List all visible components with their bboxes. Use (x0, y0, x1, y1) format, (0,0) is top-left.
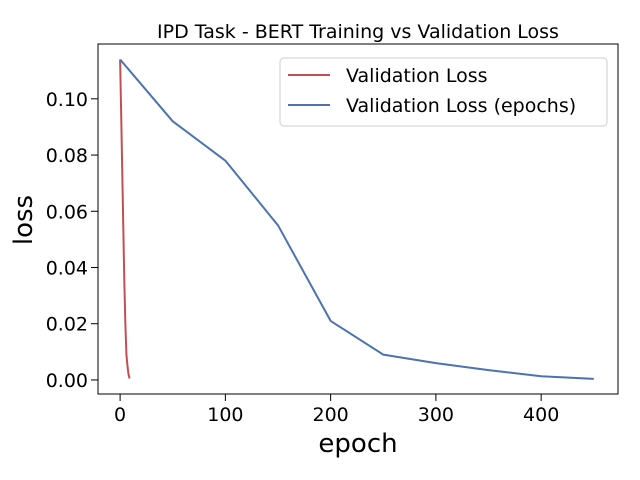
y-tick-label: 0.04 (46, 257, 88, 279)
x-tick-label: 400 (523, 404, 559, 426)
x-axis: 0 100 200 300 400 (114, 394, 559, 426)
legend-label: Validation Loss (346, 65, 488, 87)
x-tick-label: 300 (418, 404, 454, 426)
x-tick-label: 100 (207, 404, 243, 426)
series-layer (119, 58, 594, 380)
x-axis-label: epoch (318, 429, 397, 459)
plot-area-frame (97, 43, 619, 395)
validation-loss-line (119, 59, 131, 379)
y-tick-label: 0.10 (46, 89, 88, 111)
y-axis-label: loss (9, 195, 39, 245)
x-tick-label: 0 (114, 404, 126, 426)
validation-loss-epochs-line (119, 58, 594, 380)
y-tick-label: 0.08 (46, 145, 88, 167)
legend-label: Validation Loss (epochs) (346, 95, 576, 117)
y-axis: 0.00 0.02 0.04 0.06 0.08 0.10 (46, 89, 98, 392)
legend-box (279, 57, 608, 127)
legend: Validation Loss Validation Loss (epochs) (279, 57, 608, 127)
y-tick-label: 0.02 (46, 314, 88, 336)
chart-title: IPD Task - BERT Training vs Validation L… (157, 21, 559, 43)
y-tick-label: 0.06 (46, 201, 88, 223)
y-tick-label: 0.00 (46, 370, 88, 392)
legend-items: Validation Loss Validation Loss (epochs) (288, 65, 576, 117)
x-tick-label: 200 (312, 404, 348, 426)
